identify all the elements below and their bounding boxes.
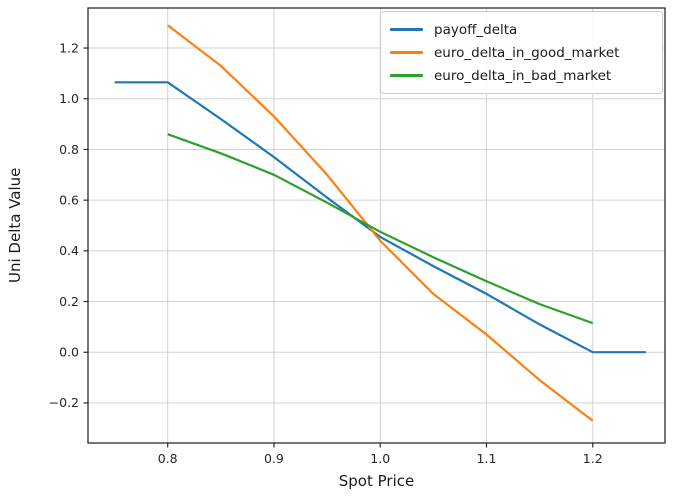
legend-swatch-icon [390, 28, 423, 31]
y-tick-label: 0.0 [59, 345, 79, 360]
y-tick-label: 1.2 [59, 40, 79, 55]
legend-label: euro_delta_in_good_market [434, 44, 620, 61]
y-tick-label: 0.6 [59, 192, 79, 207]
y-tick-label: 0.8 [59, 142, 79, 157]
x-tick-label: 0.9 [264, 451, 284, 466]
series-line-payoff_delta [114, 81, 646, 354]
y-tick-label: 0.4 [59, 243, 79, 258]
y-tick-label: 1.0 [59, 91, 79, 106]
series-line-euro_delta_in_good_market [167, 24, 594, 422]
legend-item-euro_delta_in_bad_market: euro_delta_in_bad_market [390, 65, 652, 86]
x-tick-label: 1.2 [583, 451, 603, 466]
y-axis-label: Uni Delta Value [6, 167, 24, 284]
x-tick-label: 1.1 [477, 451, 497, 466]
y-tick-label: 0.2 [59, 294, 79, 309]
x-axis-label: Spot Price [338, 472, 415, 490]
legend-item-payoff_delta: payoff_delta [390, 19, 652, 40]
legend-swatch-icon [390, 51, 423, 54]
series-line-euro_delta_in_bad_market [167, 133, 594, 325]
legend-swatch-icon [390, 74, 423, 77]
legend-label: euro_delta_in_bad_market [434, 67, 612, 84]
legend-item-euro_delta_in_good_market: euro_delta_in_good_market [390, 42, 652, 63]
legend-label: payoff_delta [434, 21, 518, 38]
y-tick-label: −0.2 [49, 395, 79, 410]
x-tick-label: 0.8 [158, 451, 178, 466]
plot-border [87, 7, 666, 444]
x-tick-label: 1.0 [370, 451, 390, 466]
